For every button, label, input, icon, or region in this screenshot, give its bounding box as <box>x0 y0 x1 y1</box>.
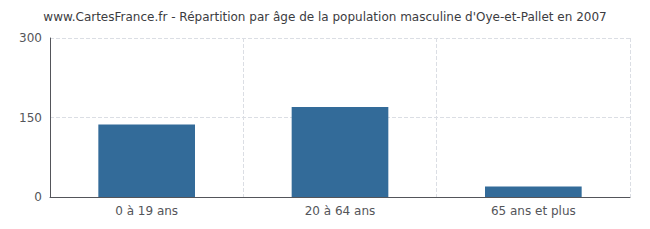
svg-text:150: 150 <box>19 111 42 125</box>
svg-text:0: 0 <box>34 190 42 204</box>
svg-text:65 ans et plus: 65 ans et plus <box>491 204 576 218</box>
svg-text:www.CartesFrance.fr - Répartit: www.CartesFrance.fr - Répartition par âg… <box>43 10 606 24</box>
svg-text:300: 300 <box>19 31 42 45</box>
svg-text:20 à 64 ans: 20 à 64 ans <box>305 204 376 218</box>
svg-text:0 à 19 ans: 0 à 19 ans <box>115 204 178 218</box>
